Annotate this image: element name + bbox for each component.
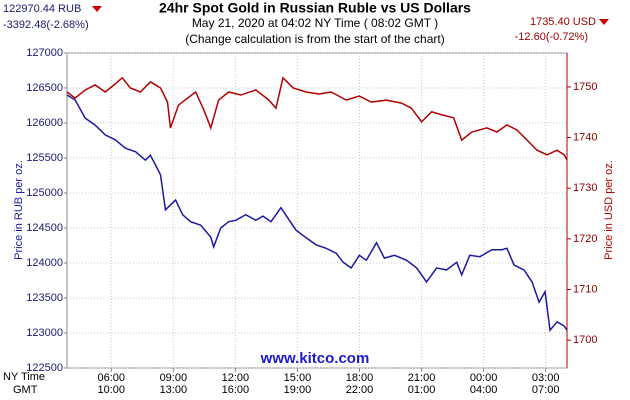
y-tick-label: 125000 <box>26 187 63 199</box>
y-tick-label: 126500 <box>26 82 63 94</box>
x2-axis-label: GMT <box>13 384 38 396</box>
y2-tick-label: 1700 <box>573 334 597 346</box>
x-gmt-tick-label: 19:00 <box>284 384 312 396</box>
y-tick-label: 126000 <box>26 117 63 129</box>
x-gmt-tick-label: 10:00 <box>98 384 126 396</box>
y2-tick-label: 1750 <box>573 81 597 93</box>
y-tick-label: 125500 <box>26 152 63 164</box>
x-gmt-tick-label: 16:00 <box>222 384 250 396</box>
watermark: www.kitco.com <box>260 350 370 367</box>
y-tick-label: 127000 <box>26 47 63 59</box>
chart-title: 24hr Spot Gold in Russian Ruble vs US Do… <box>159 0 471 16</box>
x-gmt-tick-label: 04:00 <box>470 384 498 396</box>
y-tick-label: 124500 <box>26 222 63 234</box>
price-line <box>66 76 568 161</box>
x-gmt-tick-label: 07:00 <box>532 384 560 396</box>
rub-price: 122970.44 RUB <box>3 3 81 15</box>
y2-axis-label: Price in USD per oz. <box>603 160 615 260</box>
chart-subtitle: May 21, 2020 at 04:02 NY Time ( 08:02 GM… <box>192 16 438 30</box>
x-gmt-tick-label: 13:00 <box>160 384 188 396</box>
y-tick-label: 123500 <box>26 292 63 304</box>
usd-change: -12.60(-0.72%) <box>515 31 588 43</box>
x-tick-label: 03:00 <box>532 372 560 384</box>
rub-change: -3392.48(-2.68%) <box>3 19 89 31</box>
x-gmt-tick-label: 22:00 <box>346 384 374 396</box>
x-axis-label: NY Time <box>3 371 45 383</box>
price-line <box>66 94 568 332</box>
y-tick-label: 124000 <box>26 257 63 269</box>
down-arrow <box>599 19 609 25</box>
y2-tick-label: 1720 <box>573 233 597 245</box>
chart-note: (Change calculation is from the start of… <box>185 32 444 46</box>
x-tick-label: 00:00 <box>470 372 498 384</box>
x-tick-label: 06:00 <box>98 372 126 384</box>
y2-tick-label: 1730 <box>573 182 597 194</box>
y2-tick-label: 1740 <box>573 131 597 143</box>
x-tick-label: 15:00 <box>284 372 312 384</box>
x-tick-label: 12:00 <box>222 372 250 384</box>
y-tick-label: 123000 <box>26 327 63 339</box>
y-axis-label: Price in RUB per oz. <box>13 160 25 260</box>
x-tick-label: 21:00 <box>408 372 436 384</box>
x-tick-label: 18:00 <box>346 372 374 384</box>
x-gmt-tick-label: 01:00 <box>408 384 436 396</box>
down-arrow <box>92 6 102 12</box>
y2-tick-label: 1710 <box>573 283 597 295</box>
y-tick-label: 122500 <box>26 362 63 374</box>
usd-price: 1735.40 USD <box>530 16 596 28</box>
x-tick-label: 09:00 <box>160 372 188 384</box>
